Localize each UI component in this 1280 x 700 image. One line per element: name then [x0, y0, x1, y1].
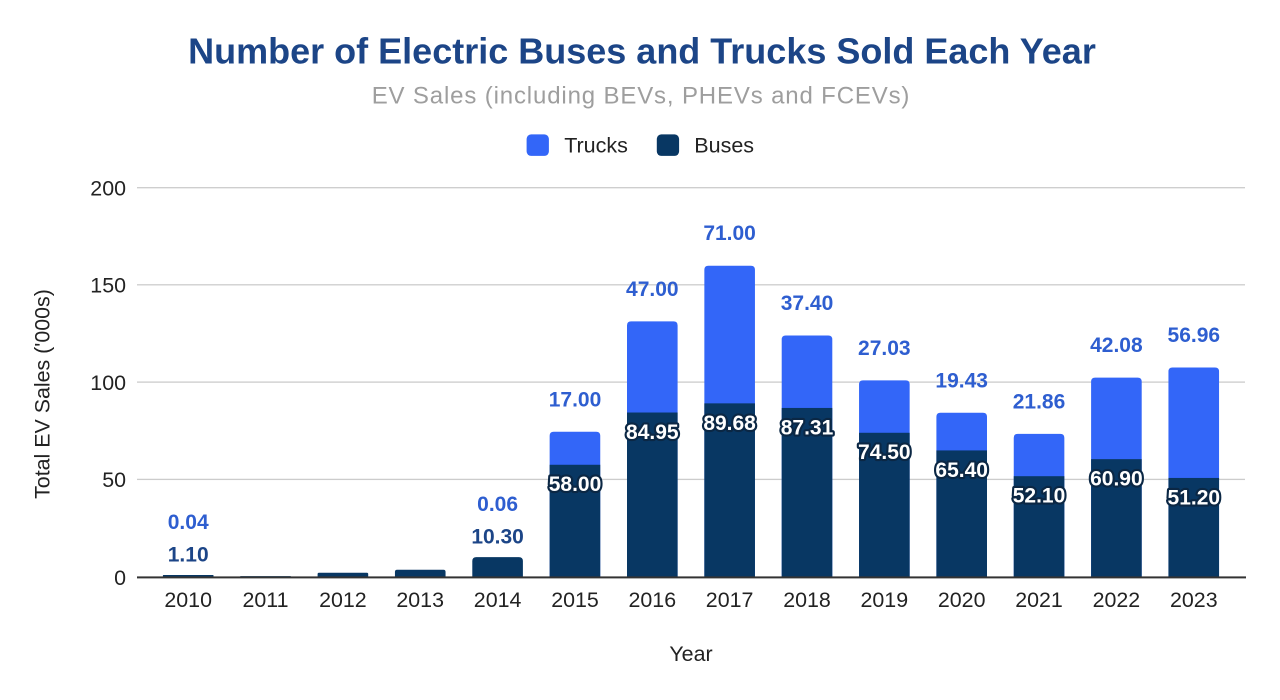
- svg-text:87.31: 87.31: [781, 416, 834, 439]
- svg-text:37.40: 37.40: [781, 292, 834, 315]
- svg-text:65.40: 65.40: [935, 459, 988, 482]
- svg-text:19.43: 19.43: [935, 369, 988, 392]
- svg-text:60.90: 60.90: [1090, 468, 1143, 491]
- svg-text:0: 0: [114, 566, 126, 590]
- svg-text:0.06: 0.06: [477, 493, 518, 516]
- svg-text:Trucks: Trucks: [564, 134, 628, 158]
- svg-text:2018: 2018: [783, 588, 831, 612]
- svg-text:56.96: 56.96: [1168, 324, 1221, 347]
- svg-text:27.03: 27.03: [858, 337, 911, 360]
- svg-text:2020: 2020: [938, 588, 986, 612]
- svg-text:2019: 2019: [861, 588, 909, 612]
- svg-text:10.30: 10.30: [471, 526, 524, 549]
- svg-text:74.50: 74.50: [858, 441, 911, 464]
- svg-text:Year: Year: [669, 642, 712, 666]
- svg-text:Number of Electric Buses and T: Number of Electric Buses and Trucks Sold…: [188, 31, 1096, 72]
- svg-text:2016: 2016: [629, 588, 677, 612]
- svg-text:21.86: 21.86: [1013, 390, 1066, 413]
- svg-text:71.00: 71.00: [703, 222, 756, 245]
- svg-text:84.95: 84.95: [626, 421, 679, 444]
- svg-text:150: 150: [90, 274, 126, 298]
- svg-text:2010: 2010: [164, 588, 212, 612]
- svg-text:2015: 2015: [551, 588, 599, 612]
- svg-text:1.10: 1.10: [168, 544, 209, 567]
- svg-text:2017: 2017: [706, 588, 754, 612]
- svg-text:200: 200: [90, 177, 126, 201]
- svg-text:52.10: 52.10: [1013, 485, 1066, 508]
- svg-text:51.20: 51.20: [1168, 486, 1221, 509]
- svg-text:2023: 2023: [1170, 588, 1218, 612]
- svg-text:47.00: 47.00: [626, 278, 679, 301]
- svg-text:2011: 2011: [243, 588, 289, 612]
- svg-text:42.08: 42.08: [1090, 334, 1143, 357]
- svg-text:0.04: 0.04: [168, 511, 209, 534]
- svg-text:2013: 2013: [396, 588, 444, 612]
- svg-text:Buses: Buses: [694, 134, 754, 158]
- svg-text:58.00: 58.00: [549, 473, 602, 496]
- svg-text:2021: 2021: [1015, 588, 1063, 612]
- svg-text:2022: 2022: [1093, 588, 1141, 612]
- svg-text:EV Sales (including BEVs, PHEV: EV Sales (including BEVs, PHEVs and FCEV…: [372, 83, 911, 110]
- svg-text:100: 100: [90, 371, 126, 395]
- svg-text:Total EV Sales ('000s): Total EV Sales ('000s): [31, 289, 55, 499]
- svg-text:2012: 2012: [319, 588, 367, 612]
- svg-text:17.00: 17.00: [549, 388, 602, 411]
- svg-text:2014: 2014: [474, 588, 522, 612]
- svg-text:89.68: 89.68: [703, 412, 756, 435]
- svg-text:50: 50: [102, 468, 126, 492]
